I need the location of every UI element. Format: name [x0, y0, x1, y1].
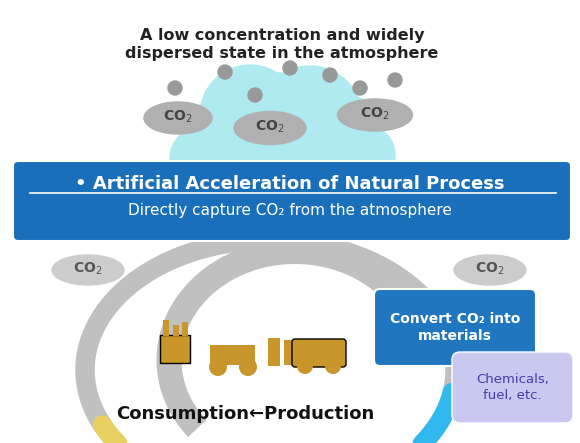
Circle shape — [298, 93, 382, 177]
Bar — [163, 320, 169, 336]
Bar — [182, 322, 188, 336]
Text: CO$_2$: CO$_2$ — [164, 109, 193, 125]
Circle shape — [325, 358, 341, 374]
Circle shape — [200, 65, 300, 165]
Ellipse shape — [338, 99, 412, 131]
Text: • Artificial Acceleration of Natural Process: • Artificial Acceleration of Natural Pro… — [75, 175, 505, 193]
Circle shape — [218, 65, 232, 79]
Circle shape — [353, 81, 367, 95]
Circle shape — [170, 128, 230, 188]
Text: Chemicals,
fuel, etc.: Chemicals, fuel, etc. — [476, 373, 549, 401]
Circle shape — [280, 123, 370, 213]
Ellipse shape — [144, 102, 212, 134]
Circle shape — [220, 100, 340, 220]
Bar — [284, 340, 294, 365]
Bar — [210, 345, 255, 365]
Text: CO$_2$: CO$_2$ — [476, 261, 505, 277]
Circle shape — [297, 358, 313, 374]
Circle shape — [248, 88, 262, 102]
Bar — [268, 338, 280, 366]
Circle shape — [225, 73, 335, 183]
Circle shape — [182, 102, 258, 178]
Ellipse shape — [52, 255, 124, 285]
Text: CO$_2$: CO$_2$ — [255, 119, 285, 135]
Text: Directly capture CO₂ from the atmosphere: Directly capture CO₂ from the atmosphere — [128, 202, 452, 218]
Circle shape — [193, 128, 277, 212]
Circle shape — [209, 358, 227, 376]
Text: CO$_2$: CO$_2$ — [360, 106, 390, 122]
FancyBboxPatch shape — [374, 289, 536, 366]
Bar — [173, 325, 179, 336]
FancyBboxPatch shape — [13, 161, 571, 241]
Circle shape — [283, 61, 297, 75]
Text: A low concentration and widely: A low concentration and widely — [140, 28, 424, 43]
FancyBboxPatch shape — [292, 339, 346, 367]
Ellipse shape — [234, 112, 306, 144]
Circle shape — [323, 68, 337, 82]
Circle shape — [335, 125, 395, 185]
Circle shape — [239, 358, 257, 376]
Circle shape — [388, 73, 402, 87]
FancyBboxPatch shape — [452, 352, 573, 423]
Circle shape — [258, 66, 362, 170]
Ellipse shape — [454, 255, 526, 285]
FancyBboxPatch shape — [160, 335, 190, 363]
Text: CO$_2$: CO$_2$ — [73, 261, 103, 277]
Circle shape — [168, 81, 182, 95]
Text: dispersed state in the atmosphere: dispersed state in the atmosphere — [125, 46, 438, 61]
Text: Consumption←Production: Consumption←Production — [116, 405, 374, 423]
Text: Convert CO₂ into
materials: Convert CO₂ into materials — [390, 312, 520, 342]
